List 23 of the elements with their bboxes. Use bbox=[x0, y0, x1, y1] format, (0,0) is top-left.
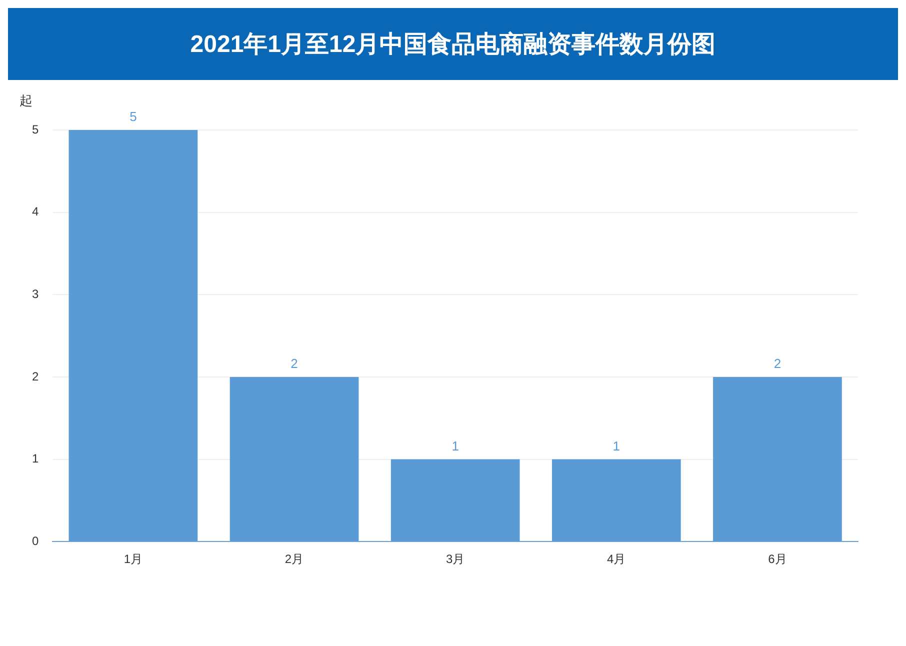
x-tick-label: 3月 bbox=[446, 552, 465, 566]
y-tick-label: 5 bbox=[32, 122, 39, 136]
y-axis-title: 起 bbox=[20, 93, 32, 108]
data-label: 5 bbox=[130, 109, 137, 124]
x-tick-label: 6月 bbox=[768, 552, 787, 566]
data-label: 2 bbox=[290, 356, 298, 372]
bar bbox=[230, 376, 359, 542]
y-tick-label: 1 bbox=[32, 452, 39, 466]
y-tick-label: 2 bbox=[32, 369, 39, 384]
bar bbox=[390, 459, 520, 542]
data-label: 1 bbox=[612, 438, 620, 454]
data-label: 2 bbox=[774, 356, 782, 372]
y-tick-label: 0 bbox=[32, 534, 39, 548]
x-tick-label: 1月 bbox=[124, 552, 143, 566]
y-tick-label: 4 bbox=[32, 204, 39, 219]
y-tick-label: 3 bbox=[32, 286, 39, 301]
x-tick-label: 2月 bbox=[284, 552, 304, 566]
bar bbox=[552, 459, 681, 542]
x-tick-label: 4月 bbox=[607, 552, 626, 566]
bar bbox=[713, 376, 842, 542]
chart-title: 2021年1月至12月中国食品电商融资事件数月份图 bbox=[8, 8, 898, 80]
data-label: 1 bbox=[452, 438, 459, 454]
bar bbox=[68, 130, 198, 542]
